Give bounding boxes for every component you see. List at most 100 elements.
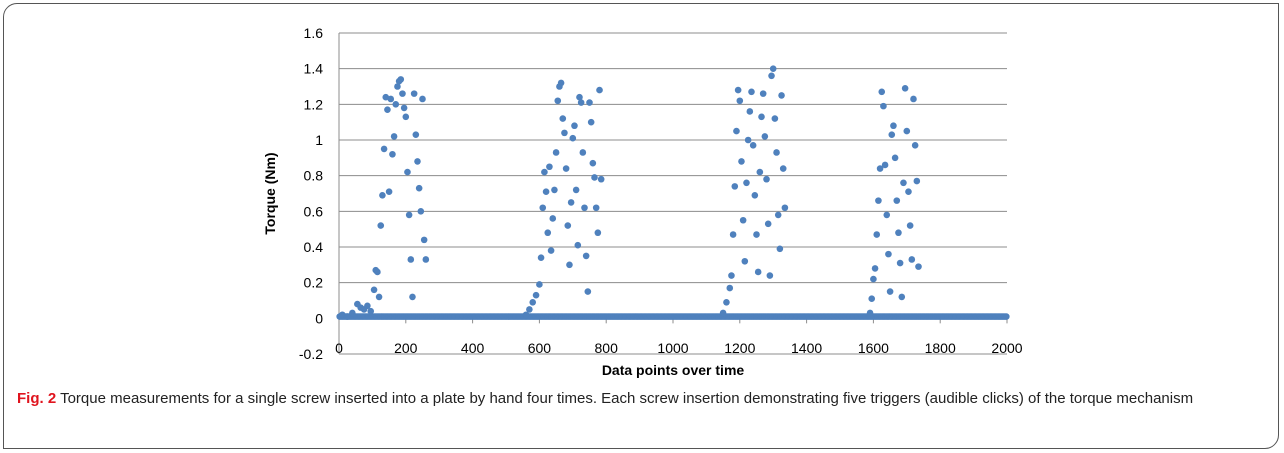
y-axis-title: Torque (Nm) — [262, 152, 278, 234]
data-point-0-10 — [374, 268, 381, 276]
data-point-0-57 — [557, 79, 565, 87]
data-point-0-67 — [574, 241, 582, 249]
data-point-0-24 — [397, 76, 405, 83]
data-point-0-17 — [385, 188, 393, 196]
data-point-0-65 — [571, 122, 578, 130]
data-point-0-12 — [377, 222, 385, 229]
x-axis-title: Data points over time — [602, 362, 745, 378]
data-point-0-75 — [587, 118, 595, 126]
data-point-0-115 — [778, 92, 785, 99]
x-tick-labels: 0 200 400 600 800 1000 1200 1400 1600 1800 2000 — [335, 340, 1023, 356]
data-point-0-145 — [911, 142, 919, 149]
data-point-0-59 — [561, 129, 568, 137]
data-point-0-6 — [364, 302, 371, 310]
data-point-0-39 — [422, 256, 430, 263]
data-point-0-36 — [417, 208, 425, 215]
data-point-0-95 — [744, 136, 752, 144]
data-point-0-35 — [415, 184, 423, 192]
data-point-0-89 — [734, 86, 742, 94]
data-point-0-92 — [739, 216, 747, 224]
x-tick-label-10: 2000 — [991, 340, 1022, 356]
data-point-0-16 — [384, 106, 391, 113]
data-point-0-142 — [906, 222, 914, 229]
y-tick-label-6: 1 — [315, 132, 323, 148]
y-tick-label-5: 0.8 — [304, 168, 324, 184]
x-tick-label-0: 0 — [335, 340, 343, 356]
y-tick-label-4: 0.6 — [304, 203, 324, 219]
data-point-0-32 — [410, 90, 418, 97]
data-point-0-76 — [589, 159, 597, 167]
data-point-0-103 — [758, 113, 765, 121]
data-point-0-144 — [910, 95, 917, 103]
data-point-0-33 — [412, 131, 420, 138]
data-point-0-126 — [880, 102, 887, 110]
data-point-0-101 — [754, 268, 762, 276]
data-point-0-100 — [753, 231, 760, 238]
data-point-0-69 — [577, 99, 585, 106]
data-point-0-125 — [878, 88, 886, 96]
data-point-0-136 — [896, 259, 904, 267]
data-point-0-86 — [729, 231, 737, 238]
data-point-0-52 — [549, 215, 557, 222]
data-point-0-84 — [726, 284, 734, 292]
data-point-0-15 — [382, 93, 390, 101]
data-point-0-80 — [596, 86, 603, 94]
data-point-0-18 — [387, 95, 395, 103]
data-point-0-45 — [537, 254, 545, 261]
data-point-0-104 — [759, 90, 767, 97]
data-point-0-109 — [768, 72, 775, 80]
data-point-0-62 — [566, 261, 573, 269]
data-point-0-27 — [402, 113, 410, 121]
data-point-0-61 — [564, 222, 572, 229]
figure-label: Fig. 2 — [17, 390, 57, 407]
data-point-0-21 — [392, 101, 400, 108]
data-point-0-31 — [409, 293, 416, 301]
data-point-0-38 — [420, 236, 428, 244]
grid-lines — [339, 32, 1007, 355]
data-point-0-11 — [375, 293, 383, 301]
data-point-0-63 — [567, 199, 575, 206]
data-point-0-47 — [541, 168, 548, 176]
data-point-0-48 — [542, 188, 550, 196]
x-tick-label-5: 1000 — [657, 340, 688, 356]
y-tick-label-0: -0.2 — [299, 346, 323, 362]
data-point-0-114 — [776, 245, 784, 253]
data-point-0-133 — [891, 154, 899, 162]
data-point-0-90 — [736, 97, 744, 105]
data-point-0-82 — [719, 309, 727, 317]
data-point-0-94 — [743, 179, 750, 187]
data-point-0-72 — [582, 252, 590, 260]
data-point-0-131 — [888, 131, 896, 138]
caption-text: Torque measurements for a single screw i… — [56, 390, 1194, 407]
data-point-0-118 — [866, 309, 874, 317]
x-tick-label-7: 1400 — [791, 340, 822, 356]
data-point-0-54 — [552, 149, 560, 156]
data-point-0-132 — [890, 122, 897, 130]
data-point-0-128 — [883, 211, 891, 219]
data-point-0-122 — [873, 231, 881, 238]
data-point-0-43 — [532, 291, 540, 299]
data-point-0-68 — [576, 93, 583, 101]
x-tick-label-3: 600 — [528, 340, 552, 356]
data-point-0-50 — [546, 163, 553, 171]
data-point-0-112 — [773, 149, 780, 156]
data-point-0-96 — [746, 108, 754, 115]
data-point-0-49 — [544, 229, 552, 237]
data-point-0-46 — [539, 204, 547, 212]
data-point-0-134 — [893, 197, 901, 204]
data-point-0-138 — [900, 179, 907, 187]
data-point-0-87 — [731, 183, 739, 190]
data-point-0-13 — [379, 191, 386, 199]
data-point-0-116 — [779, 165, 787, 172]
data-point-0-7 — [367, 307, 375, 315]
data-point-0-78 — [592, 204, 600, 212]
data-point-0-113 — [774, 211, 782, 219]
data-point-0-37 — [419, 95, 426, 103]
data-point-0-140 — [903, 127, 911, 135]
data-point-0-107 — [764, 220, 772, 228]
y-tick-label-2: 0.2 — [304, 275, 324, 291]
y-tick-label-3: 0.4 — [304, 239, 324, 255]
figure-caption: Fig. 2 Torque measurements for a single … — [17, 389, 1257, 409]
data-point-0-121 — [871, 265, 879, 272]
data-point-0-127 — [881, 161, 889, 169]
